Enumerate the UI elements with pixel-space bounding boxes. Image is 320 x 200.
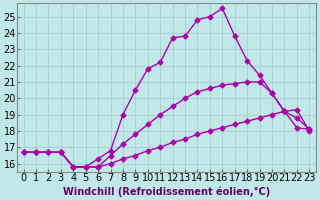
X-axis label: Windchill (Refroidissement éolien,°C): Windchill (Refroidissement éolien,°C) — [63, 186, 270, 197]
